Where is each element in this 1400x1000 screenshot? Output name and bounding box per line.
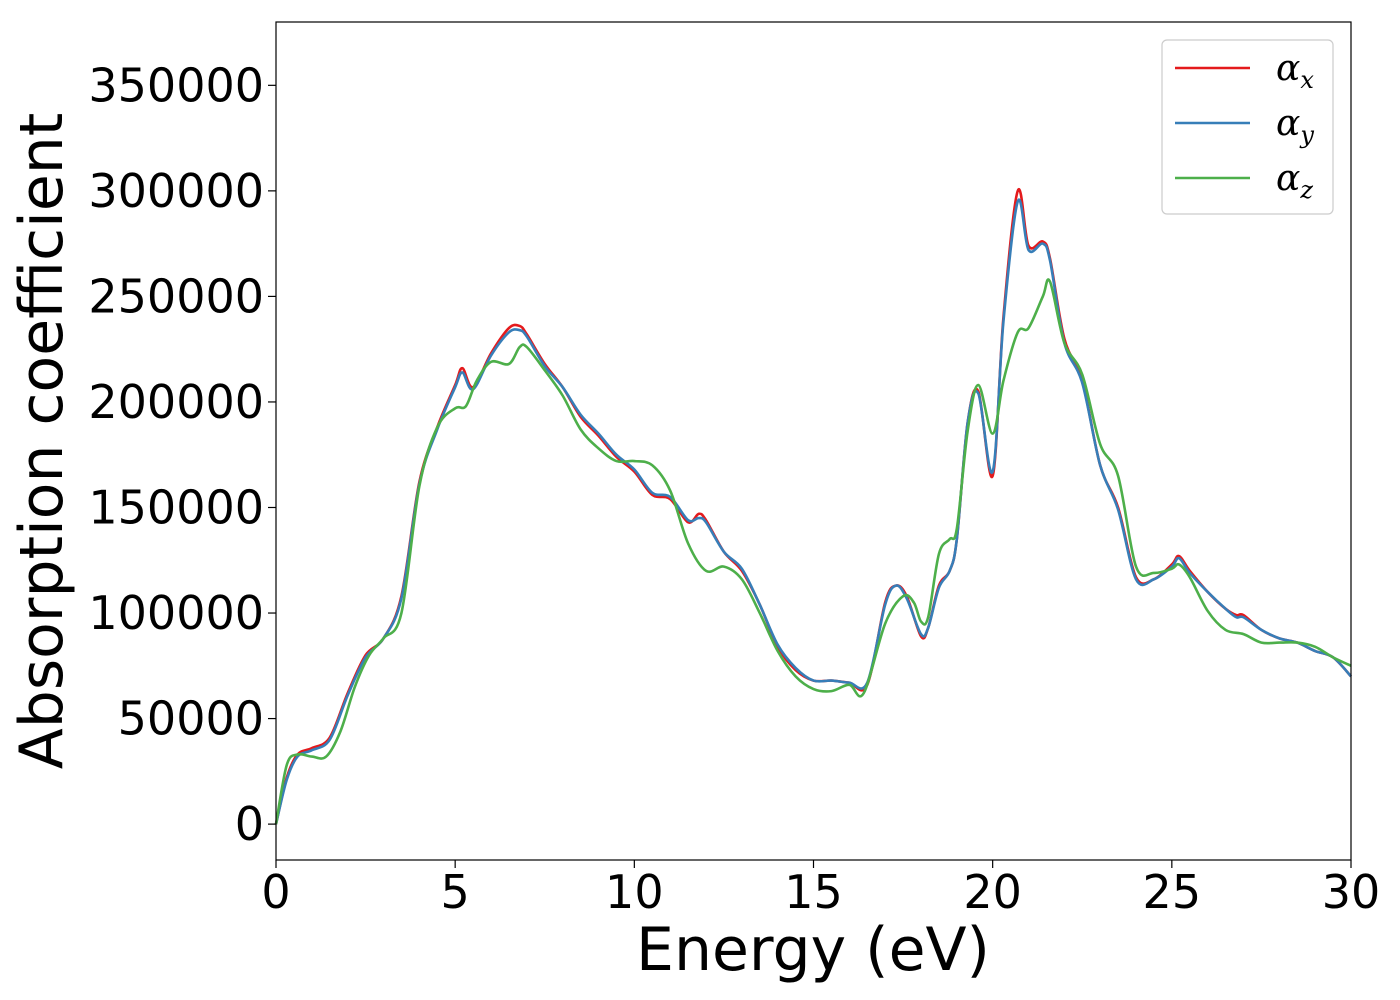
x-tick-label: 15 — [784, 865, 843, 919]
y-tick-label: 150000 — [88, 480, 264, 534]
legend-box — [1161, 39, 1334, 215]
x-tick-label: 0 — [261, 865, 290, 919]
series-line-alpha-x — [274, 188, 1352, 825]
y-tick-label: 200000 — [88, 375, 264, 429]
legend-subscript: x — [1300, 66, 1314, 94]
x-axis: 0 5 10 15 20 25 30 — [261, 860, 1380, 919]
y-tick-label: 350000 — [88, 58, 264, 112]
x-tick-label: 30 — [1322, 865, 1381, 919]
legend-label-alpha-y: αy — [1276, 103, 1314, 149]
legend-subscript: z — [1299, 176, 1313, 204]
legend-subscript: y — [1299, 121, 1314, 149]
y-tick-label: 100000 — [88, 586, 264, 640]
x-tick-label: 25 — [1143, 865, 1202, 919]
series-line-alpha-y — [274, 198, 1352, 825]
series-layer — [274, 188, 1352, 825]
x-tick-label: 10 — [605, 865, 664, 919]
y-axis: 0 50000 100000 150000 200000 250000 300000 3500… — [88, 58, 276, 851]
y-tick-label: 300000 — [88, 164, 264, 218]
x-axis-title: Energy (eV) — [636, 915, 990, 985]
y-tick-label: 250000 — [88, 269, 264, 323]
y-tick-label: 0 — [235, 797, 264, 851]
y-tick-label: 50000 — [118, 692, 264, 746]
x-tick-label: 5 — [441, 865, 470, 919]
x-tick-label: 20 — [963, 865, 1022, 919]
y-axis-title: Absorption coefficient — [7, 113, 77, 770]
series-line-alpha-z — [274, 278, 1352, 825]
legend-label-alpha-x: αx — [1276, 48, 1314, 94]
